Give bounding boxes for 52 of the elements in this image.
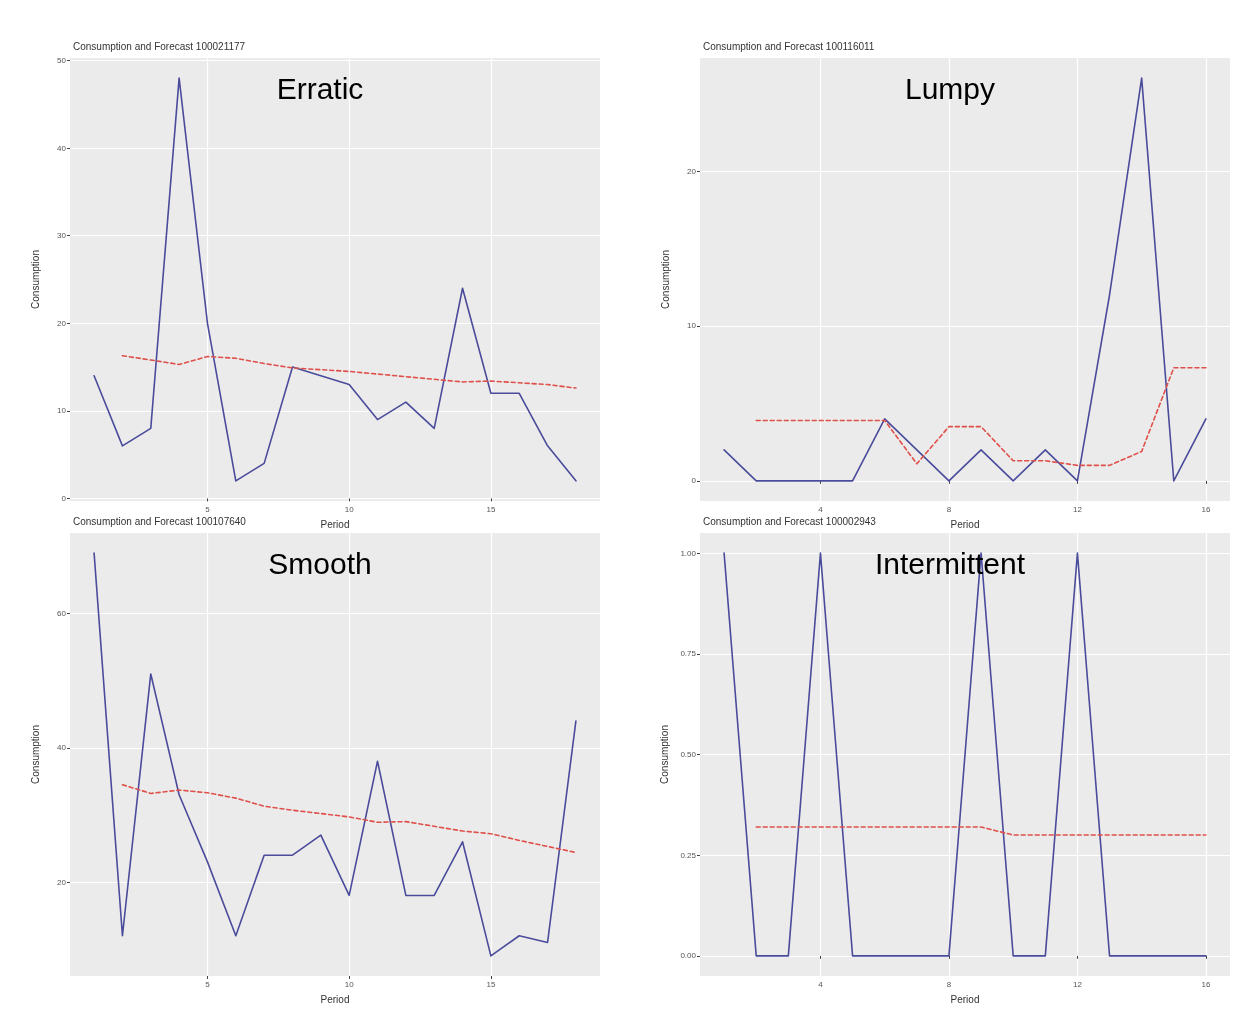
x-tick-label: 4 [818, 504, 824, 514]
y-tick-label: 40 [57, 743, 67, 753]
x-tick-label: 4 [818, 979, 824, 989]
y-axis-title: Consumption [29, 250, 41, 309]
x-tick-label: 16 [1201, 504, 1211, 514]
x-tick-label: 8 [946, 504, 952, 514]
x-tick-label: 12 [1072, 979, 1083, 989]
y-tick-label: 60 [57, 609, 67, 619]
y-tick-label: 20 [57, 877, 67, 887]
x-axis-title: Period [950, 993, 980, 1005]
y-tick-label: 0.50 [680, 750, 697, 759]
x-tick-label: 15 [486, 979, 496, 989]
line-series [755, 366, 1207, 467]
y-tick-label: 20 [57, 318, 67, 328]
y-tick-label: 0 [61, 493, 67, 503]
annotation: Erratic [276, 71, 364, 105]
line-series [121, 354, 577, 389]
line-series [121, 783, 577, 854]
x-axis-title: Period [950, 518, 980, 530]
x-tick-label: 16 [1201, 979, 1211, 989]
y-axis-title: Consumption [659, 725, 671, 784]
y-tick-label: 1.00 [680, 548, 697, 558]
annotation: Lumpy [904, 71, 996, 105]
y-tick-label: 0 [691, 476, 697, 486]
x-tick-label: 10 [344, 979, 355, 989]
x-tick-label: 5 [205, 979, 211, 989]
y-tick-label: 20 [687, 166, 697, 176]
line-series [93, 77, 577, 482]
x-tick-label: 12 [1072, 504, 1083, 514]
chart-title: Consumption and Forecast 100021177 [73, 40, 246, 52]
y-tick-label: 0.25 [680, 850, 697, 860]
y-tick-label: 0.00 [680, 951, 697, 961]
y-axis-title: Consumption [29, 725, 41, 784]
x-tick-label: 10 [344, 504, 355, 514]
y-axis-title: Consumption [659, 250, 671, 309]
x-axis-title: Period [320, 518, 350, 530]
chart-title: Consumption and Forecast 100116011 [703, 40, 875, 52]
y-tick-label: 10 [57, 406, 67, 416]
y-tick-label: 10 [687, 321, 697, 331]
line-series [93, 552, 577, 957]
chart-title: Consumption and Forecast 100002943 [703, 515, 877, 527]
y-tick-label: 30 [57, 231, 67, 241]
x-axis-title: Period [320, 993, 350, 1005]
chart-title: Consumption and Forecast 100107640 [73, 515, 247, 527]
y-tick-label: 0.75 [680, 649, 697, 659]
annotation: Smooth [268, 546, 372, 580]
x-tick-label: 5 [205, 504, 211, 514]
y-tick-label: 50 [57, 56, 67, 66]
x-tick-label: 15 [486, 504, 496, 514]
y-tick-label: 40 [57, 143, 67, 153]
x-tick-label: 8 [946, 979, 952, 989]
line-series [723, 77, 1207, 482]
